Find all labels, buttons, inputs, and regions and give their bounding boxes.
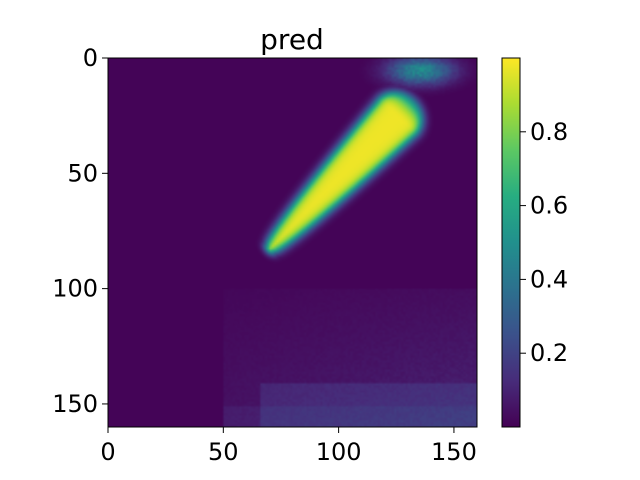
chart-title: pred: [260, 23, 324, 56]
colorbar-tick-label: 0.2: [530, 339, 568, 367]
colorbar-frame: [501, 57, 521, 428]
colorbar-gradient: [502, 58, 520, 427]
colorbar-tick-label: 0.4: [530, 265, 568, 293]
colorbar-ticks: 0.2 0.4 0.6 0.8: [520, 118, 568, 367]
y-tick-label: 150: [52, 390, 98, 418]
heatmap-plot-area: [107, 57, 478, 428]
x-tick-label: 150: [431, 438, 477, 466]
colorbar-tick-label: 0.6: [530, 192, 568, 220]
plot-frame: [107, 57, 478, 428]
x-tick-label: 0: [100, 438, 115, 466]
x-tick-label: 100: [316, 438, 362, 466]
heatmap-image: [108, 58, 477, 427]
x-tick-label: 50: [208, 438, 239, 466]
colorbar-tick-label: 0.8: [530, 118, 568, 146]
x-axis: 0 50 100 150: [100, 427, 477, 466]
colorbar: 0.2 0.4 0.6 0.8: [501, 57, 568, 428]
y-axis: 0 50 100 150: [52, 44, 108, 418]
y-tick-label: 50: [67, 159, 98, 187]
y-tick-label: 0: [83, 44, 98, 72]
y-tick-label: 100: [52, 275, 98, 303]
